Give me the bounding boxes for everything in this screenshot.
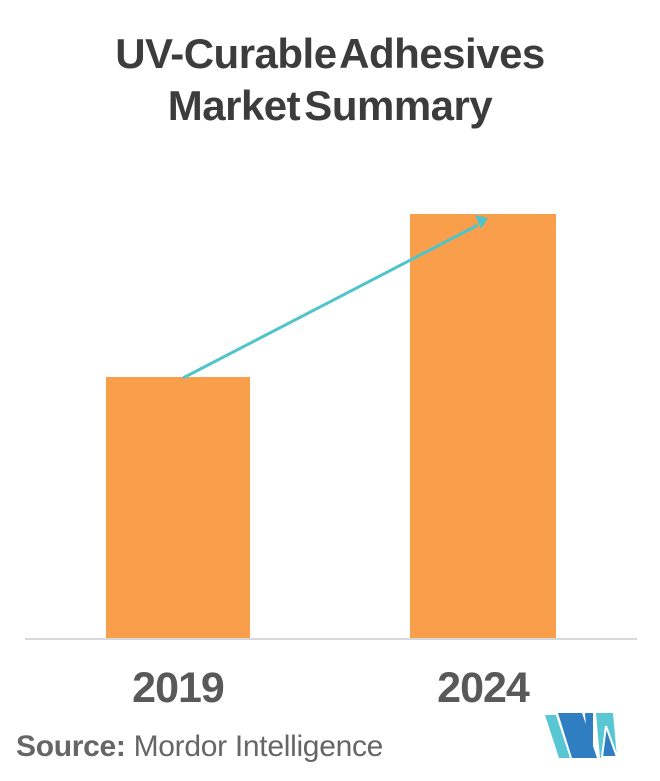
logo-m-right-leg <box>585 713 593 758</box>
chart-title: UV-Curable Adhesives Market Summary <box>0 28 660 132</box>
chart-title-line2: Market Summary <box>167 82 493 129</box>
bar-2024 <box>410 214 556 638</box>
bar-2019 <box>106 377 250 638</box>
logo-i-blue-triangle <box>600 725 619 758</box>
x-label-2024: 2024 <box>437 664 530 712</box>
logo-m-left-leg <box>545 715 570 758</box>
mordor-intelligence-logo <box>545 713 619 758</box>
source-value: Mordor Intelligence <box>133 730 384 763</box>
chart-title-line1: UV-Curable Adhesives <box>115 30 545 77</box>
x-label-2019: 2019 <box>132 664 225 712</box>
source-label: Source: <box>16 730 126 763</box>
x-axis-line <box>25 638 637 640</box>
source-note: Source: Mordor Intelligence <box>16 729 383 765</box>
